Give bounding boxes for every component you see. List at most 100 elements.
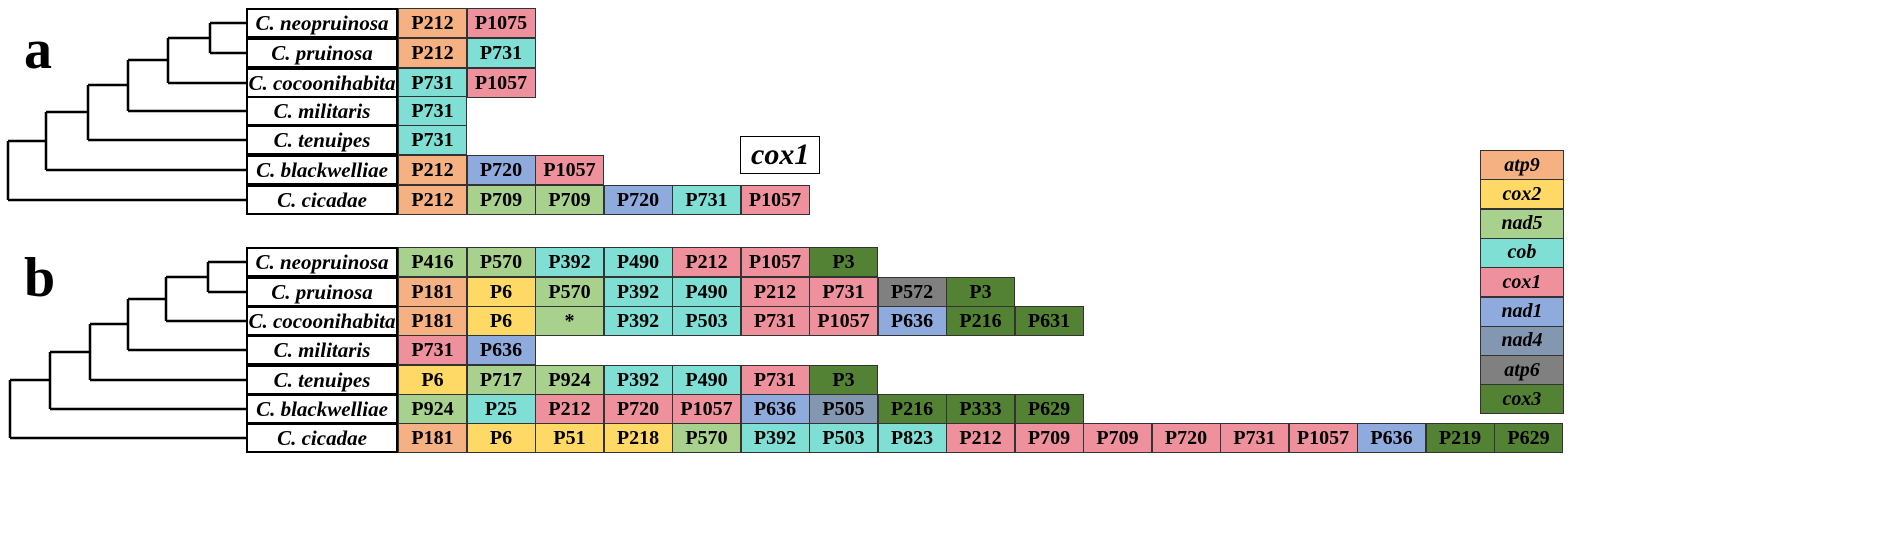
intron-cell-cox1: P1075 — [466, 8, 536, 38]
intron-cell-cox2: P218 — [603, 423, 673, 453]
species-label: C. cocoonihabita — [246, 306, 398, 336]
intron-cell-cox1: P731 — [398, 335, 467, 365]
intron-cell-cox1: P731 — [740, 306, 810, 336]
intron-cell-atp9: P212 — [398, 155, 467, 185]
intron-cell-cox3: P333 — [946, 394, 1015, 424]
legend-item-atp6: atp6 — [1480, 355, 1564, 386]
panel-b-letter: b — [24, 247, 56, 309]
legend-item-cox1: cox1 — [1480, 267, 1564, 298]
intron-cell-cox1: P212 — [740, 277, 810, 307]
intron-cell-cox1: P709 — [1014, 423, 1084, 453]
panel-a-gene-label: cox1 — [740, 136, 821, 174]
intron-cell-cox2: P6 — [398, 365, 467, 395]
intron-cell-cob: P25 — [466, 394, 536, 424]
intron-cell-cob: P503 — [672, 306, 741, 336]
intron-cell-cob: P392 — [535, 247, 604, 277]
species-label: C. blackwelliae — [246, 155, 398, 185]
intron-cell-cox3: P219 — [1425, 423, 1495, 453]
panel-a-letter: a — [24, 19, 52, 81]
intron-cell-cob: P823 — [877, 423, 947, 453]
intron-cell-cox3: P631 — [1014, 306, 1084, 336]
intron-cell-cob: P731 — [466, 38, 536, 68]
intron-cell-nad1: P636 — [1357, 423, 1426, 453]
intron-cell-cob: P392 — [740, 423, 810, 453]
species-label: C. neopruinosa — [246, 8, 398, 38]
phylogenetic-tree-b — [8, 260, 246, 440]
species-label: C. pruinosa — [246, 277, 398, 307]
species-label: C. blackwelliae — [246, 394, 398, 424]
intron-cell-cox1: P720 — [603, 394, 673, 424]
intron-cell-cox1: P212 — [672, 247, 741, 277]
intron-cell-nad5: P570 — [535, 277, 604, 307]
species-label: C. cicadae — [246, 185, 398, 215]
intron-cell-cox3: P629 — [1494, 423, 1563, 453]
species-label: C. pruinosa — [246, 38, 398, 68]
intron-cell-cob: P392 — [603, 365, 673, 395]
species-label: C. tenuipes — [246, 365, 398, 395]
species-label: C. militaris — [246, 335, 398, 365]
legend-item-atp9: atp9 — [1480, 150, 1564, 180]
intron-cell-atp9: P181 — [398, 423, 467, 453]
intron-cell-cox1: P1057 — [535, 155, 604, 185]
intron-cell-cox1: P212 — [946, 423, 1015, 453]
intron-cell-cox3: P3 — [946, 277, 1015, 307]
intron-cell-nad1: P636 — [877, 306, 947, 336]
intron-cell-cox2: P6 — [466, 306, 536, 336]
intron-cell-nad1: P720 — [603, 185, 673, 215]
intron-cell-nad5: P709 — [466, 185, 536, 215]
legend-item-cox2: cox2 — [1480, 179, 1564, 210]
intron-cell-cox1: P1057 — [672, 394, 741, 424]
intron-cell-atp9: P181 — [398, 277, 467, 307]
intron-cell-cox1: P731 — [740, 365, 810, 395]
intron-cell-nad5: P924 — [535, 365, 604, 395]
intron-cell-nad5: * — [535, 306, 604, 336]
species-label: C. neopruinosa — [246, 247, 398, 277]
intron-cell-cob: P490 — [672, 277, 741, 307]
intron-cell-cob: P490 — [672, 365, 741, 395]
intron-cell-atp6: P572 — [877, 277, 947, 307]
intron-cell-atp9: P212 — [398, 38, 467, 68]
intron-cell-nad1: P636 — [466, 335, 536, 365]
intron-cell-cob: P731 — [398, 68, 467, 98]
intron-cell-nad5: P924 — [398, 394, 467, 424]
intron-cell-cox3: P3 — [809, 365, 878, 395]
intron-cell-cox2: P51 — [535, 423, 604, 453]
intron-cell-cox1: P212 — [535, 394, 604, 424]
legend-item-nad1: nad1 — [1480, 296, 1564, 327]
intron-cell-cox3: P629 — [1014, 394, 1084, 424]
phylogenetic-tree-a — [6, 21, 246, 202]
species-label: C. tenuipes — [246, 125, 398, 155]
intron-cell-cox1: P1057 — [740, 185, 810, 215]
intron-cell-nad5: P709 — [535, 185, 604, 215]
intron-cell-atp9: P212 — [398, 8, 467, 38]
intron-cell-cob: P503 — [809, 423, 878, 453]
intron-cell-cox1: P709 — [1083, 423, 1152, 453]
intron-cell-nad1: P720 — [466, 155, 536, 185]
intron-cell-atp9: P212 — [398, 185, 467, 215]
intron-cell-nad5: P416 — [398, 247, 467, 277]
intron-cell-cob: P392 — [603, 306, 673, 336]
intron-cell-cob: P731 — [398, 96, 467, 126]
intron-cell-cox2: P6 — [466, 277, 536, 307]
intron-cell-nad5: P570 — [466, 247, 536, 277]
intron-cell-nad5: P570 — [672, 423, 741, 453]
intron-cell-cox1: P731 — [809, 277, 878, 307]
intron-cell-cox3: P216 — [877, 394, 947, 424]
intron-cell-cox1: P731 — [1220, 423, 1289, 453]
intron-cell-cox3: P216 — [946, 306, 1015, 336]
intron-cell-cob: P392 — [603, 277, 673, 307]
intron-cell-cob: P731 — [398, 125, 467, 155]
intron-cell-cob: P731 — [672, 185, 741, 215]
legend-item-cob: cob — [1480, 237, 1564, 268]
intron-cell-cox1: P1057 — [809, 306, 878, 336]
legend-item-cox3: cox3 — [1480, 384, 1564, 415]
species-label: C. cicadae — [246, 423, 398, 453]
legend-item-nad4: nad4 — [1480, 325, 1564, 356]
intron-cell-cox1: P1057 — [1288, 423, 1358, 453]
legend-item-nad5: nad5 — [1480, 208, 1564, 239]
species-label: C. militaris — [246, 96, 398, 126]
intron-cell-nad4: P505 — [809, 394, 878, 424]
intron-cell-atp9: P181 — [398, 306, 467, 336]
species-label: C. cocoonihabita — [246, 68, 398, 98]
